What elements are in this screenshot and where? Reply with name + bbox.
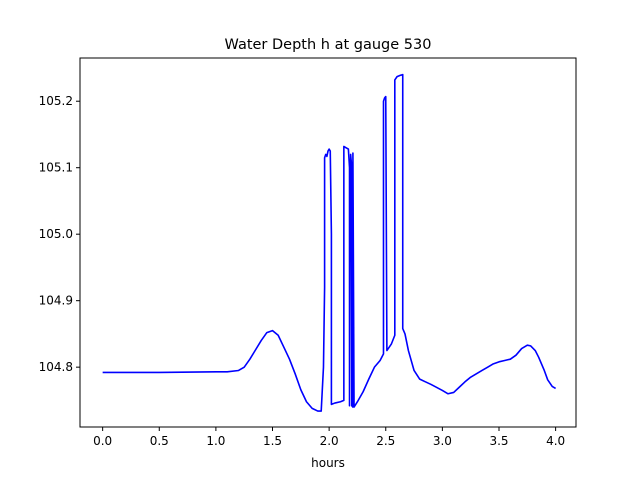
- x-axis-label: hours: [311, 456, 345, 470]
- x-tick-label: 2.0: [320, 434, 339, 448]
- x-tick-label: 3.5: [489, 434, 508, 448]
- y-tick-label: 105.2: [39, 94, 73, 108]
- series-line-0: [102, 73, 557, 412]
- x-tick-label: 4.0: [546, 434, 565, 448]
- y-tick-label: 104.9: [39, 294, 73, 308]
- x-tick-label: 0.0: [93, 434, 112, 448]
- x-tick-label: 3.0: [433, 434, 452, 448]
- plot-area: 0.0 0.5 1.0 1.5 2.0 2.5 3.0 3.5 4.0 104.8 104.9 105…: [39, 57, 577, 448]
- x-tick-label: 2.5: [376, 434, 395, 448]
- y-tick-label: 104.8: [39, 360, 73, 374]
- y-tick-label: 105.0: [39, 227, 73, 241]
- x-tick-label: 1.5: [263, 434, 282, 448]
- y-tick-label: 105.1: [39, 161, 73, 175]
- axes-frame: [79, 57, 577, 428]
- x-tick-label: 0.5: [150, 434, 169, 448]
- x-tick-label: 1.0: [206, 434, 225, 448]
- chart-title: Water Depth h at gauge 530: [225, 37, 432, 53]
